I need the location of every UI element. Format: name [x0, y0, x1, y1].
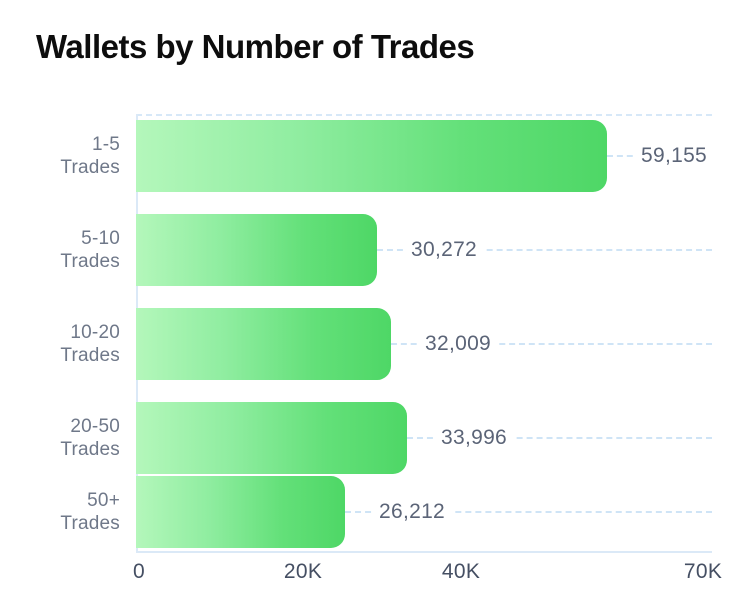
- category-label: 20-50 Trades: [0, 415, 120, 461]
- value-connector-line: [345, 511, 712, 513]
- bar-track: 59,155: [136, 120, 715, 192]
- x-axis-tick-label: 70K: [683, 560, 723, 583]
- bar-track: 30,272: [136, 214, 712, 286]
- x-axis-line: [136, 551, 712, 553]
- category-label-line1: 10-20: [70, 322, 120, 343]
- bar-track: 33,996: [136, 402, 712, 474]
- category-label: 5-10 Trades: [0, 227, 120, 273]
- page-title: Wallets by Number of Trades: [36, 28, 475, 65]
- bar-value-label: 30,272: [404, 238, 485, 262]
- category-label-line1: 50+: [87, 490, 120, 511]
- category-label-line2: Trades: [60, 251, 120, 272]
- bar[interactable]: [136, 402, 407, 474]
- category-label-line2: Trades: [60, 345, 120, 366]
- bar[interactable]: [136, 120, 607, 192]
- value-connector-line: [391, 343, 712, 345]
- x-axis-tick-label: 40K: [441, 560, 481, 583]
- x-axis-tick-label: 0: [133, 560, 145, 583]
- category-label-line1: 20-50: [70, 416, 120, 437]
- bar-value-label: 59,155: [634, 144, 715, 168]
- category-label: 50+ Trades: [0, 489, 120, 535]
- category-label-line1: 5-10: [81, 228, 120, 249]
- bar-value-label: 32,009: [418, 332, 499, 356]
- bar-value-label: 26,212: [372, 500, 453, 524]
- gridline-top: [136, 114, 712, 116]
- bar-value-label: 33,996: [434, 426, 515, 450]
- category-label-line1: 1-5: [91, 134, 120, 155]
- category-label-line2: Trades: [60, 513, 120, 534]
- category-label: 1-5 Trades: [0, 133, 120, 179]
- value-connector-line: [407, 437, 712, 439]
- category-label-line2: Trades: [60, 439, 120, 460]
- category-label-line2: Trades: [60, 157, 120, 178]
- x-axis-tick-label: 20K: [283, 560, 323, 583]
- value-connector-line: [377, 249, 712, 251]
- bar[interactable]: [136, 308, 391, 380]
- bar[interactable]: [136, 214, 377, 286]
- bar-track: 32,009: [136, 308, 712, 380]
- category-label: 10-20 Trades: [0, 321, 120, 367]
- bar-track: 26,212: [136, 476, 712, 548]
- bar[interactable]: [136, 476, 345, 548]
